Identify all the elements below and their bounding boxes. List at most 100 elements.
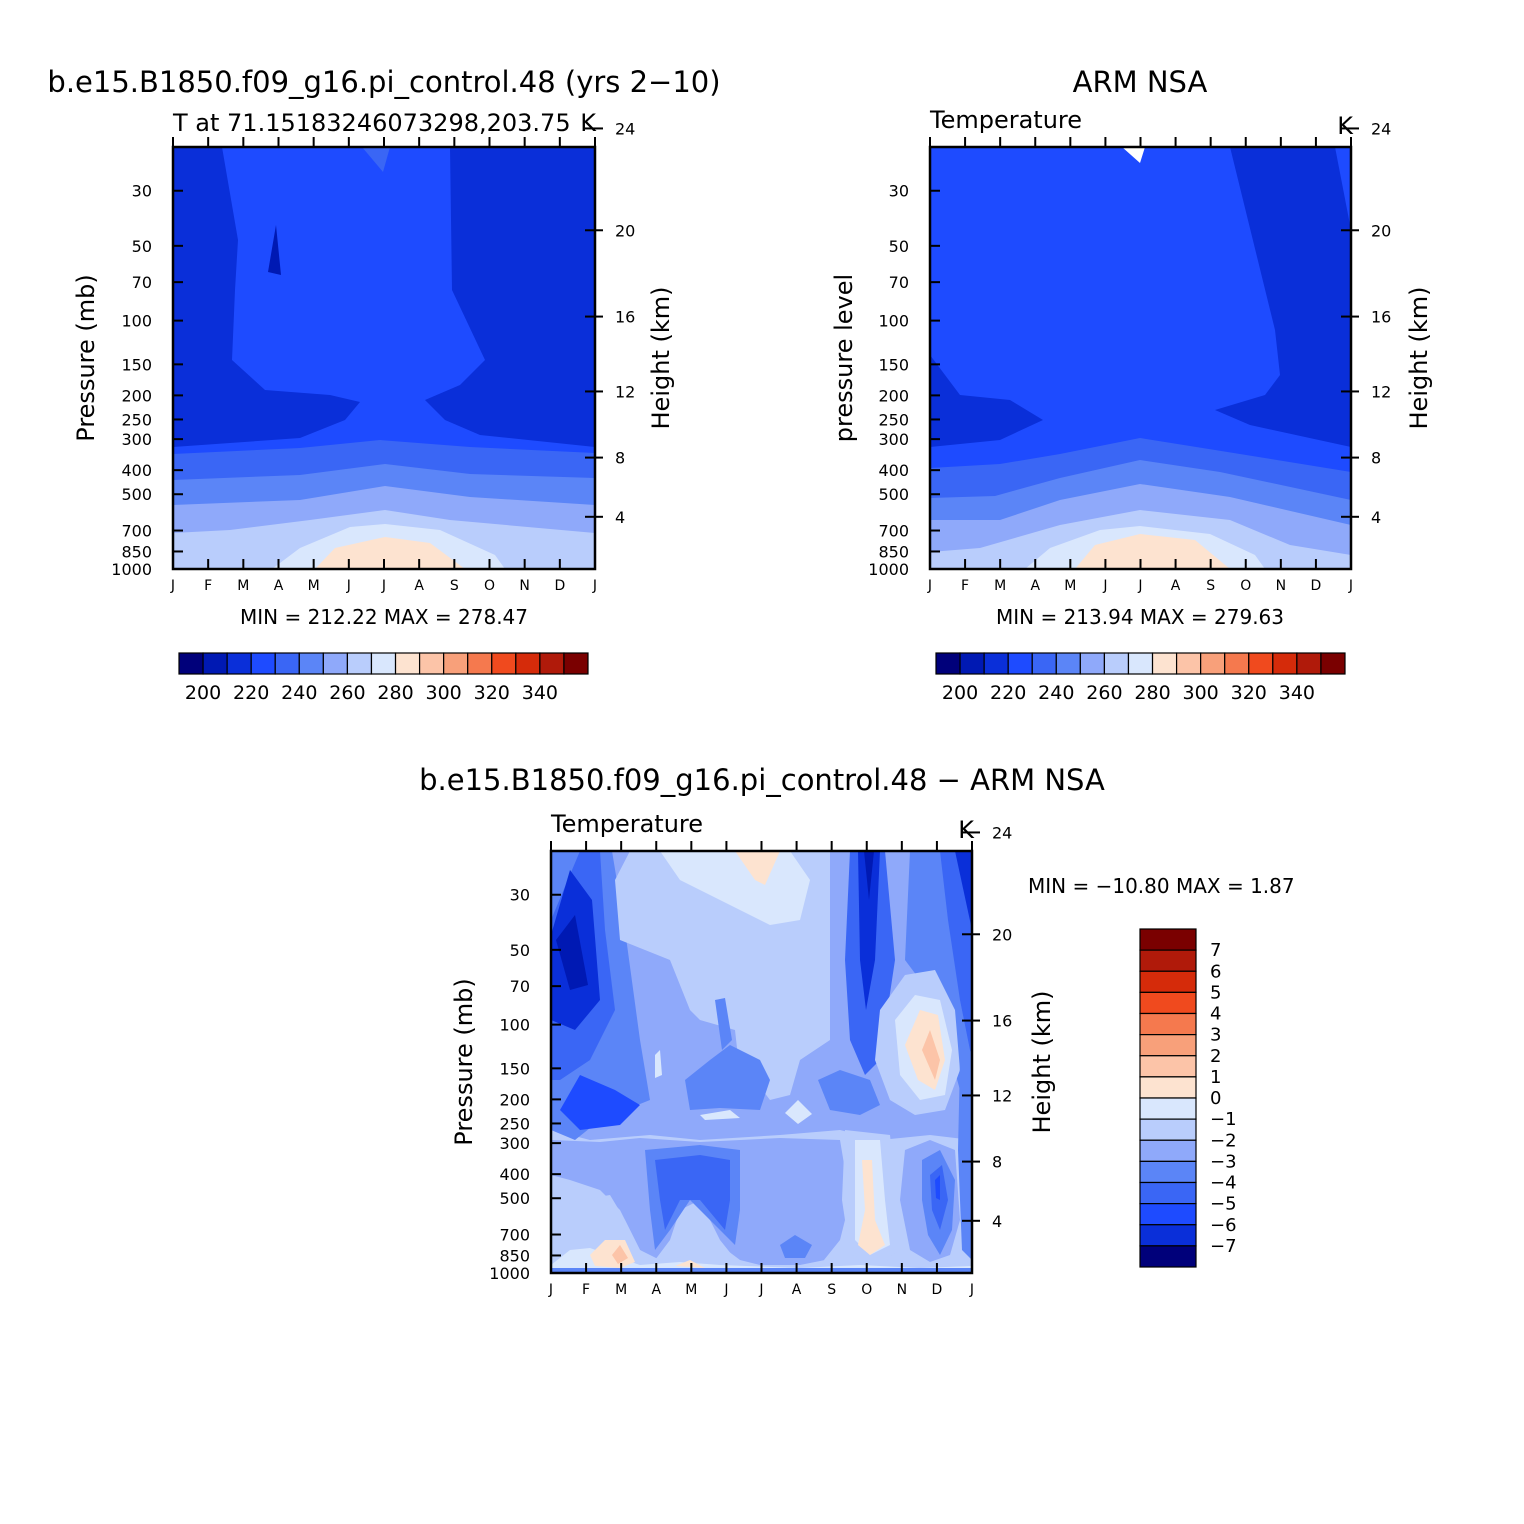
y-tick-label: 30 bbox=[889, 182, 909, 201]
y-tick-label: 200 bbox=[499, 1090, 530, 1109]
x-tick-label: F bbox=[582, 1282, 590, 1298]
y-tick-label: 150 bbox=[878, 355, 909, 374]
x-tick-label: J bbox=[1137, 578, 1142, 594]
y-tick-label: 150 bbox=[121, 355, 152, 374]
y-tick-label: 70 bbox=[132, 273, 152, 292]
colorbar-label: 7 bbox=[1210, 940, 1221, 961]
panel-difference: b.e15.B1850.f09_g16.pi_control.48 − ARM … bbox=[419, 763, 1294, 1298]
y-tick-label: 1000 bbox=[111, 560, 152, 579]
y-tick-label: 850 bbox=[499, 1246, 530, 1265]
colorbar-swatch bbox=[1320, 652, 1346, 675]
panel-title: b.e15.B1850.f09_g16.pi_control.48 − ARM … bbox=[419, 763, 1105, 797]
colorbar-swatch bbox=[1055, 652, 1081, 675]
y-axis-right-label: Height (km) bbox=[1028, 991, 1056, 1134]
colorbar-swatch bbox=[1139, 970, 1197, 993]
x-tick-label: J bbox=[592, 578, 597, 594]
contour-fill bbox=[173, 147, 595, 569]
colorbar-swatch bbox=[1139, 928, 1197, 951]
colorbar-swatch bbox=[1175, 652, 1202, 675]
colorbar-swatch bbox=[1139, 991, 1197, 1015]
colorbar-swatch bbox=[202, 652, 228, 675]
colorbar-swatch bbox=[959, 652, 985, 675]
x-tick-label: J bbox=[723, 1282, 728, 1298]
y-tick-label: 30 bbox=[132, 182, 152, 201]
units-label: K bbox=[580, 109, 597, 137]
colorbar-swatch bbox=[1139, 1034, 1197, 1057]
colorbar-swatch bbox=[1296, 652, 1322, 675]
x-tick-label: S bbox=[450, 578, 459, 594]
min-max-readout: MIN = −10.80 MAX = 1.87 bbox=[1028, 874, 1295, 898]
y-right-tick-label: 20 bbox=[615, 221, 635, 240]
colorbar-label: 320 bbox=[474, 682, 510, 704]
min-max-readout: MIN = 212.22 MAX = 278.47 bbox=[240, 605, 528, 629]
x-tick-label: A bbox=[274, 578, 284, 594]
y-axis-label: pressure level bbox=[830, 274, 858, 442]
y-tick-label: 100 bbox=[878, 312, 909, 331]
y-axis-label: Pressure (mb) bbox=[450, 978, 478, 1145]
colorbar-label: −2 bbox=[1210, 1130, 1237, 1151]
y-right-tick-label: 12 bbox=[992, 1086, 1012, 1105]
y-tick-label: 200 bbox=[878, 386, 909, 405]
contour-fill bbox=[930, 147, 1351, 569]
colorbar-swatch bbox=[515, 652, 541, 675]
colorbar-label: 240 bbox=[1038, 682, 1074, 704]
colorbar-label: 340 bbox=[1279, 682, 1315, 704]
x-tick-label: A bbox=[792, 1282, 802, 1298]
colorbar-label: 2 bbox=[1210, 1046, 1221, 1067]
panel-model: b.e15.B1850.f09_g16.pi_control.48 (yrs 2… bbox=[47, 65, 720, 704]
y-right-tick-label: 4 bbox=[615, 508, 625, 527]
y-tick-label: 150 bbox=[499, 1059, 530, 1078]
colorbar-label: −4 bbox=[1210, 1173, 1237, 1194]
y-tick-label: 50 bbox=[889, 237, 909, 256]
colorbar-swatch bbox=[1139, 1224, 1197, 1247]
y-right-tick-label: 12 bbox=[1371, 382, 1391, 401]
x-tick-label: J bbox=[170, 578, 175, 594]
colorbar-label: 4 bbox=[1210, 1004, 1221, 1025]
colorbar-swatch bbox=[1139, 1076, 1197, 1099]
x-tick-label: S bbox=[827, 1282, 836, 1298]
x-tick-label: N bbox=[897, 1282, 907, 1298]
x-tick-label: F bbox=[204, 578, 212, 594]
y-tick-label: 50 bbox=[510, 941, 530, 960]
y-right-tick-label: 24 bbox=[1371, 119, 1391, 138]
colorbar-label: 220 bbox=[990, 682, 1026, 704]
x-tick-label: J bbox=[1102, 578, 1107, 594]
y-right-tick-label: 4 bbox=[1371, 508, 1381, 527]
y-tick-label: 100 bbox=[121, 312, 152, 331]
y-tick-label: 70 bbox=[510, 977, 530, 996]
colorbar-label: −3 bbox=[1210, 1151, 1237, 1172]
min-max-readout: MIN = 213.94 MAX = 279.63 bbox=[996, 605, 1284, 629]
colorbar-swatch bbox=[1248, 652, 1274, 675]
colorbar-label: 280 bbox=[1134, 682, 1170, 704]
colorbar-label: 3 bbox=[1210, 1025, 1221, 1046]
colorbar-swatch bbox=[370, 652, 397, 675]
panel-subtitle: Temperature bbox=[929, 106, 1082, 134]
colorbar-label: 200 bbox=[942, 682, 978, 704]
y-tick-label: 500 bbox=[878, 485, 909, 504]
colorbar-swatch bbox=[418, 652, 445, 675]
panel-title: b.e15.B1850.f09_g16.pi_control.48 (yrs 2… bbox=[47, 65, 720, 99]
colorbar-label: 340 bbox=[522, 682, 558, 704]
colorbar-swatch bbox=[1139, 1181, 1197, 1205]
panel-subtitle: Temperature bbox=[550, 810, 703, 838]
colorbar-label: −7 bbox=[1210, 1236, 1237, 1257]
y-right-tick-label: 16 bbox=[1371, 308, 1391, 327]
y-right-tick-label: 8 bbox=[615, 449, 625, 468]
contour-fill bbox=[551, 851, 972, 1273]
x-tick-label: A bbox=[414, 578, 424, 594]
y-tick-label: 400 bbox=[878, 461, 909, 480]
x-tick-label: A bbox=[651, 1282, 661, 1298]
units-label: K bbox=[958, 816, 975, 844]
x-tick-label: D bbox=[1311, 578, 1322, 594]
x-tick-label: J bbox=[758, 1282, 763, 1298]
y-tick-label: 500 bbox=[121, 485, 152, 504]
colorbar-swatch bbox=[539, 652, 565, 675]
y-right-tick-label: 4 bbox=[992, 1212, 1002, 1231]
x-tick-label: N bbox=[519, 578, 529, 594]
y-right-tick-label: 20 bbox=[1371, 221, 1391, 240]
colorbar-swatch bbox=[322, 652, 349, 675]
y-tick-label: 300 bbox=[878, 430, 909, 449]
